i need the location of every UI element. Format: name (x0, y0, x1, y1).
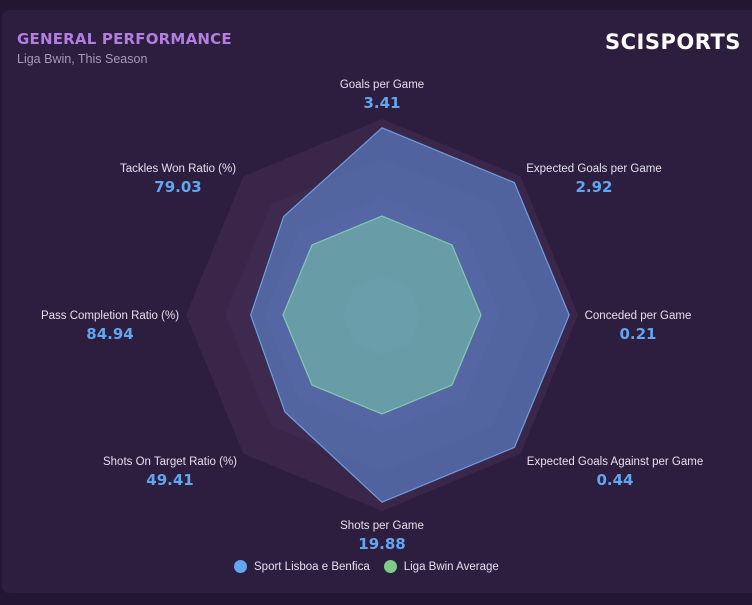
axis-value: 0.44 (596, 471, 634, 489)
axis-value: 3.41 (363, 94, 401, 112)
axis-label: Expected Goals Against per Game 0.44 (515, 456, 715, 489)
chart-subtitle: Liga Bwin, This Season (17, 52, 148, 66)
series-average-polygon[interactable] (282, 215, 482, 415)
legend: Sport Lisboa e Benfica Liga Bwin Average (234, 560, 513, 573)
axis-value: 19.88 (358, 535, 406, 553)
axis-name: Shots per Game (340, 520, 424, 532)
axis-label: Shots per Game 19.88 (282, 520, 482, 553)
legend-label-average: Liga Bwin Average (403, 560, 499, 573)
axis-value: 84.94 (86, 325, 134, 343)
axis-name: Expected Goals per Game (526, 163, 662, 175)
legend-label-team: Sport Lisboa e Benfica (254, 560, 370, 573)
axis-name: Goals per Game (339, 79, 425, 91)
axis-value: 79.03 (154, 178, 202, 196)
chart-title: GENERAL PERFORMANCE (17, 30, 232, 48)
axis-name: Shots On Target Ratio (%) (102, 456, 237, 468)
axis-name: Pass Completion Ratio (%) (40, 310, 180, 322)
average-dot-icon (383, 560, 397, 573)
axis-label: Shots On Target Ratio (%) 49.41 (70, 456, 270, 489)
axis-label: Expected Goals per Game 2.92 (494, 163, 694, 196)
axis-value: 0.21 (619, 325, 657, 343)
team-dot-icon (234, 560, 247, 573)
legend-item-team[interactable]: Sport Lisboa e Benfica (234, 560, 370, 573)
axis-label: Tackles Won Ratio (%) 79.03 (78, 163, 278, 196)
scisports-logo: SCISPORTS (605, 30, 741, 54)
axis-label: Goals per Game 3.41 (282, 79, 482, 112)
legend-item-average[interactable]: Liga Bwin Average (383, 560, 499, 573)
axis-label: Pass Completion Ratio (%) 84.94 (10, 310, 210, 343)
axis-name: Conceded per Game (584, 310, 692, 322)
axis-name: Tackles Won Ratio (%) (119, 163, 237, 175)
axis-name: Expected Goals Against per Game (526, 456, 704, 468)
axis-value: 2.92 (575, 178, 613, 196)
axis-value: 49.41 (146, 471, 194, 489)
axis-label: Conceded per Game 0.21 (538, 310, 738, 343)
